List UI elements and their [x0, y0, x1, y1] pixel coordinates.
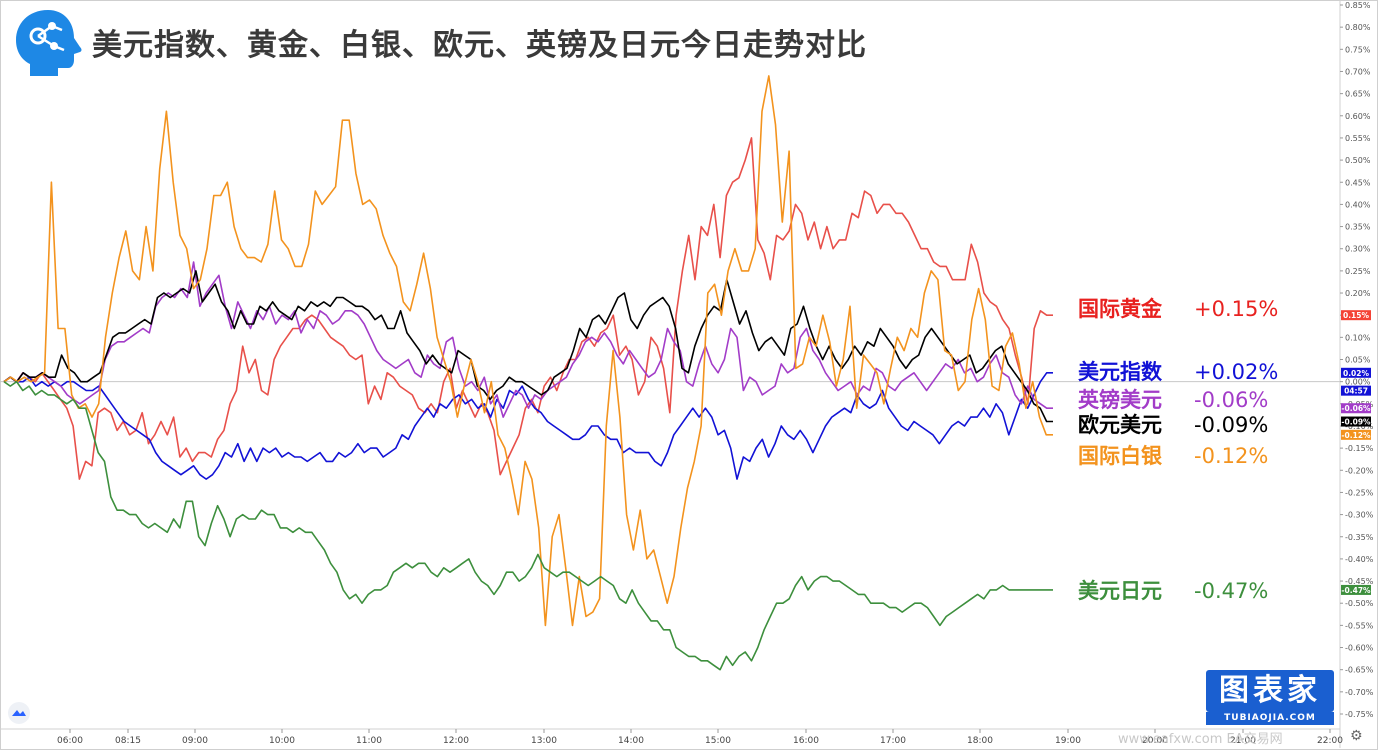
- last-value-badge: [1341, 416, 1371, 427]
- x-tick-label: 20:00: [1142, 736, 1168, 746]
- y-tick-label: -0.15%: [1345, 444, 1374, 453]
- x-tick-label: 15:00: [705, 736, 731, 746]
- legend-value: -0.12%: [1194, 444, 1268, 468]
- last-value-badge: [1341, 584, 1371, 595]
- series-line-美元指数: [3, 371, 1053, 480]
- x-tick-label: 11:00: [356, 736, 382, 746]
- x-tick-label: 06:00: [57, 736, 83, 746]
- last-value-badge: [1341, 429, 1371, 440]
- watermark: www.eafxw.com EA交易网: [1118, 732, 1283, 747]
- brand-main-text: 图表家: [1206, 670, 1334, 712]
- y-tick-label: -0.45%: [1345, 577, 1374, 586]
- legend-name: 美元日元: [1078, 579, 1162, 603]
- x-tick-label: 14:00: [618, 736, 644, 746]
- series-line-英镑美元: [3, 261, 1053, 418]
- x-tick-label: 22:00: [1317, 736, 1343, 746]
- y-tick-label: 0.30%: [1345, 245, 1371, 254]
- y-tick-label: 0.40%: [1345, 200, 1371, 209]
- y-tick-label: 0.00%: [1345, 378, 1371, 387]
- y-tick-label: -0.30%: [1345, 511, 1374, 520]
- current-time-badge-text: 04:57: [1344, 387, 1368, 396]
- current-time-badge: [1341, 385, 1371, 396]
- brand-logo: 图表家 TUBIAOJIA.COM: [1206, 670, 1334, 726]
- last-value-badge-text: -0.06%: [1341, 404, 1371, 413]
- y-tick-label: 0.85%: [1345, 1, 1371, 10]
- x-tick-label: 19:00: [1055, 736, 1081, 746]
- legend-value: -0.06%: [1194, 388, 1268, 412]
- last-value-badge-text: -0.47%: [1341, 586, 1371, 595]
- y-tick-label: 0.05%: [1345, 356, 1371, 365]
- x-tick-label: 08:15: [115, 736, 141, 746]
- y-tick-label: -0.40%: [1345, 555, 1374, 564]
- brand-sub-text: TUBIAOJIA.COM: [1206, 712, 1334, 725]
- last-value-badge-text: -0.09%: [1341, 418, 1371, 427]
- y-tick-label: -0.75%: [1345, 710, 1374, 719]
- legend-value: +0.15%: [1194, 297, 1278, 321]
- y-tick-label: 0.25%: [1345, 267, 1371, 276]
- y-tick-label: 0.20%: [1345, 289, 1371, 298]
- last-value-badge: [1341, 310, 1371, 321]
- y-tick-label: 0.50%: [1345, 156, 1371, 165]
- y-tick-label: 0.70%: [1345, 67, 1371, 76]
- legend-value: +0.02%: [1194, 360, 1278, 384]
- last-value-badge: [1341, 367, 1371, 378]
- y-tick-label: -0.25%: [1345, 488, 1374, 497]
- legend-name: 国际黄金: [1078, 297, 1163, 321]
- series-line-美元日元: [3, 380, 1053, 671]
- y-tick-label: -0.50%: [1345, 599, 1374, 608]
- y-tick-label: 0.55%: [1345, 134, 1371, 143]
- legend-value: -0.47%: [1194, 579, 1268, 603]
- gear-icon[interactable]: ⚙: [1350, 728, 1363, 744]
- y-tick-label: 0.10%: [1345, 333, 1371, 342]
- tradingview-icon[interactable]: [8, 702, 30, 724]
- series-line-国际黄金: [3, 137, 1053, 480]
- y-tick-label: -0.55%: [1345, 621, 1374, 630]
- legend-name: 欧元美元: [1078, 413, 1162, 437]
- y-tick-label: 0.65%: [1345, 90, 1371, 99]
- x-tick-label: 13:00: [531, 736, 557, 746]
- y-tick-label: -0.70%: [1345, 688, 1374, 697]
- series-line-欧元美元: [3, 270, 1053, 423]
- page-title: 美元指数、黄金、白银、欧元、英镑及日元今日走势对比: [92, 28, 867, 63]
- y-tick-label: -0.35%: [1345, 533, 1374, 542]
- x-tick-label: 12:00: [443, 736, 469, 746]
- y-tick-label: -0.65%: [1345, 666, 1374, 675]
- x-tick-label: 09:00: [182, 736, 208, 746]
- y-tick-label: 0.60%: [1345, 112, 1371, 121]
- x-tick-label: 18:00: [967, 736, 993, 746]
- y-tick-label: 0.75%: [1345, 45, 1371, 54]
- y-tick-label: -0.60%: [1345, 644, 1374, 653]
- legend-name: 英镑美元: [1078, 388, 1162, 412]
- last-value-badge-text: -0.12%: [1341, 431, 1371, 440]
- x-tick-label: 10:00: [269, 736, 295, 746]
- y-tick-label: 0.35%: [1345, 223, 1371, 232]
- y-tick-label: 0.80%: [1345, 23, 1371, 32]
- brain-logo-icon: [16, 10, 82, 76]
- y-tick-label: -0.20%: [1345, 466, 1374, 475]
- series-line-国际白银: [3, 75, 1053, 627]
- legend-name: 美元指数: [1078, 360, 1163, 384]
- legend-name: 国际白银: [1078, 444, 1163, 468]
- legend-value: -0.09%: [1194, 413, 1268, 437]
- last-value-badge-text: 0.02%: [1343, 369, 1370, 378]
- last-value-badge-text: 0.15%: [1343, 311, 1370, 320]
- x-tick-label: 17:00: [880, 736, 906, 746]
- last-value-badge: [1341, 403, 1371, 414]
- y-tick-label: 0.45%: [1345, 178, 1371, 187]
- x-tick-label: 21:00: [1230, 736, 1256, 746]
- x-tick-label: 16:00: [793, 736, 819, 746]
